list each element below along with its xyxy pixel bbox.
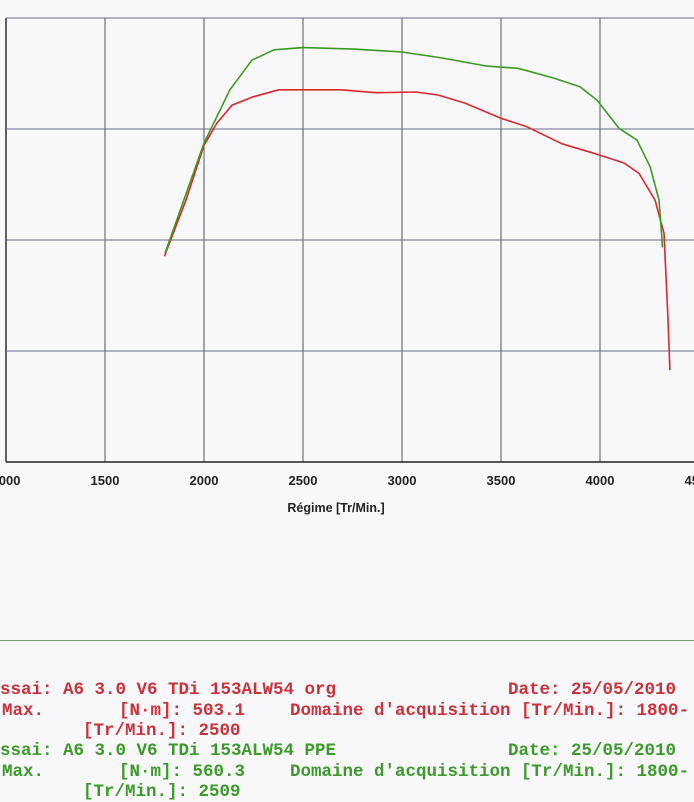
date-label: Date: 25/05/2010 bbox=[508, 741, 677, 761]
divider bbox=[0, 640, 694, 641]
torque-chart: 1000 1500 2000 2500 3000 3500 4000 4500 Régime … bbox=[0, 17, 694, 515]
series-lines bbox=[163, 46, 671, 371]
x-tick-label: 3500 bbox=[487, 473, 516, 488]
grid bbox=[5, 17, 694, 463]
torque-max-value: [N·m]: 560.3 bbox=[119, 762, 246, 782]
series-line-1 bbox=[164, 46, 664, 254]
rpm-at-max: [Tr/Min.]: 2509 bbox=[83, 782, 241, 802]
series-line-0 bbox=[163, 89, 671, 371]
x-tick-label: 3000 bbox=[388, 473, 417, 488]
essai-label: ssai: A6 3.0 V6 TDi 153ALW54 org bbox=[0, 680, 337, 700]
max-label: Max. bbox=[2, 762, 45, 782]
acquisition-range: Domaine d'acquisition [Tr/Min.]: 1800- bbox=[290, 701, 690, 721]
x-axis-label: Régime [Tr/Min.] bbox=[287, 501, 384, 515]
x-tick-label: 4500 bbox=[685, 473, 694, 488]
x-tick-label: 2000 bbox=[190, 473, 219, 488]
essai-label: ssai: A6 3.0 V6 TDi 153ALW54 PPE bbox=[0, 741, 337, 761]
max-label: Max. bbox=[2, 701, 45, 721]
x-tick-labels: 1000 1500 2000 2500 3000 3500 4000 4500 bbox=[0, 473, 694, 488]
x-tick-label: 4000 bbox=[586, 473, 615, 488]
x-tick-label: 1000 bbox=[0, 473, 20, 488]
rpm-at-max: [Tr/Min.]: 2500 bbox=[83, 721, 241, 741]
acquisition-range: Domaine d'acquisition [Tr/Min.]: 1800- bbox=[290, 762, 690, 782]
x-tick-label: 2500 bbox=[289, 473, 318, 488]
date-label: Date: 25/05/2010 bbox=[508, 680, 677, 700]
x-tick-label: 1500 bbox=[91, 473, 120, 488]
torque-max-value: [N·m]: 503.1 bbox=[119, 701, 246, 721]
